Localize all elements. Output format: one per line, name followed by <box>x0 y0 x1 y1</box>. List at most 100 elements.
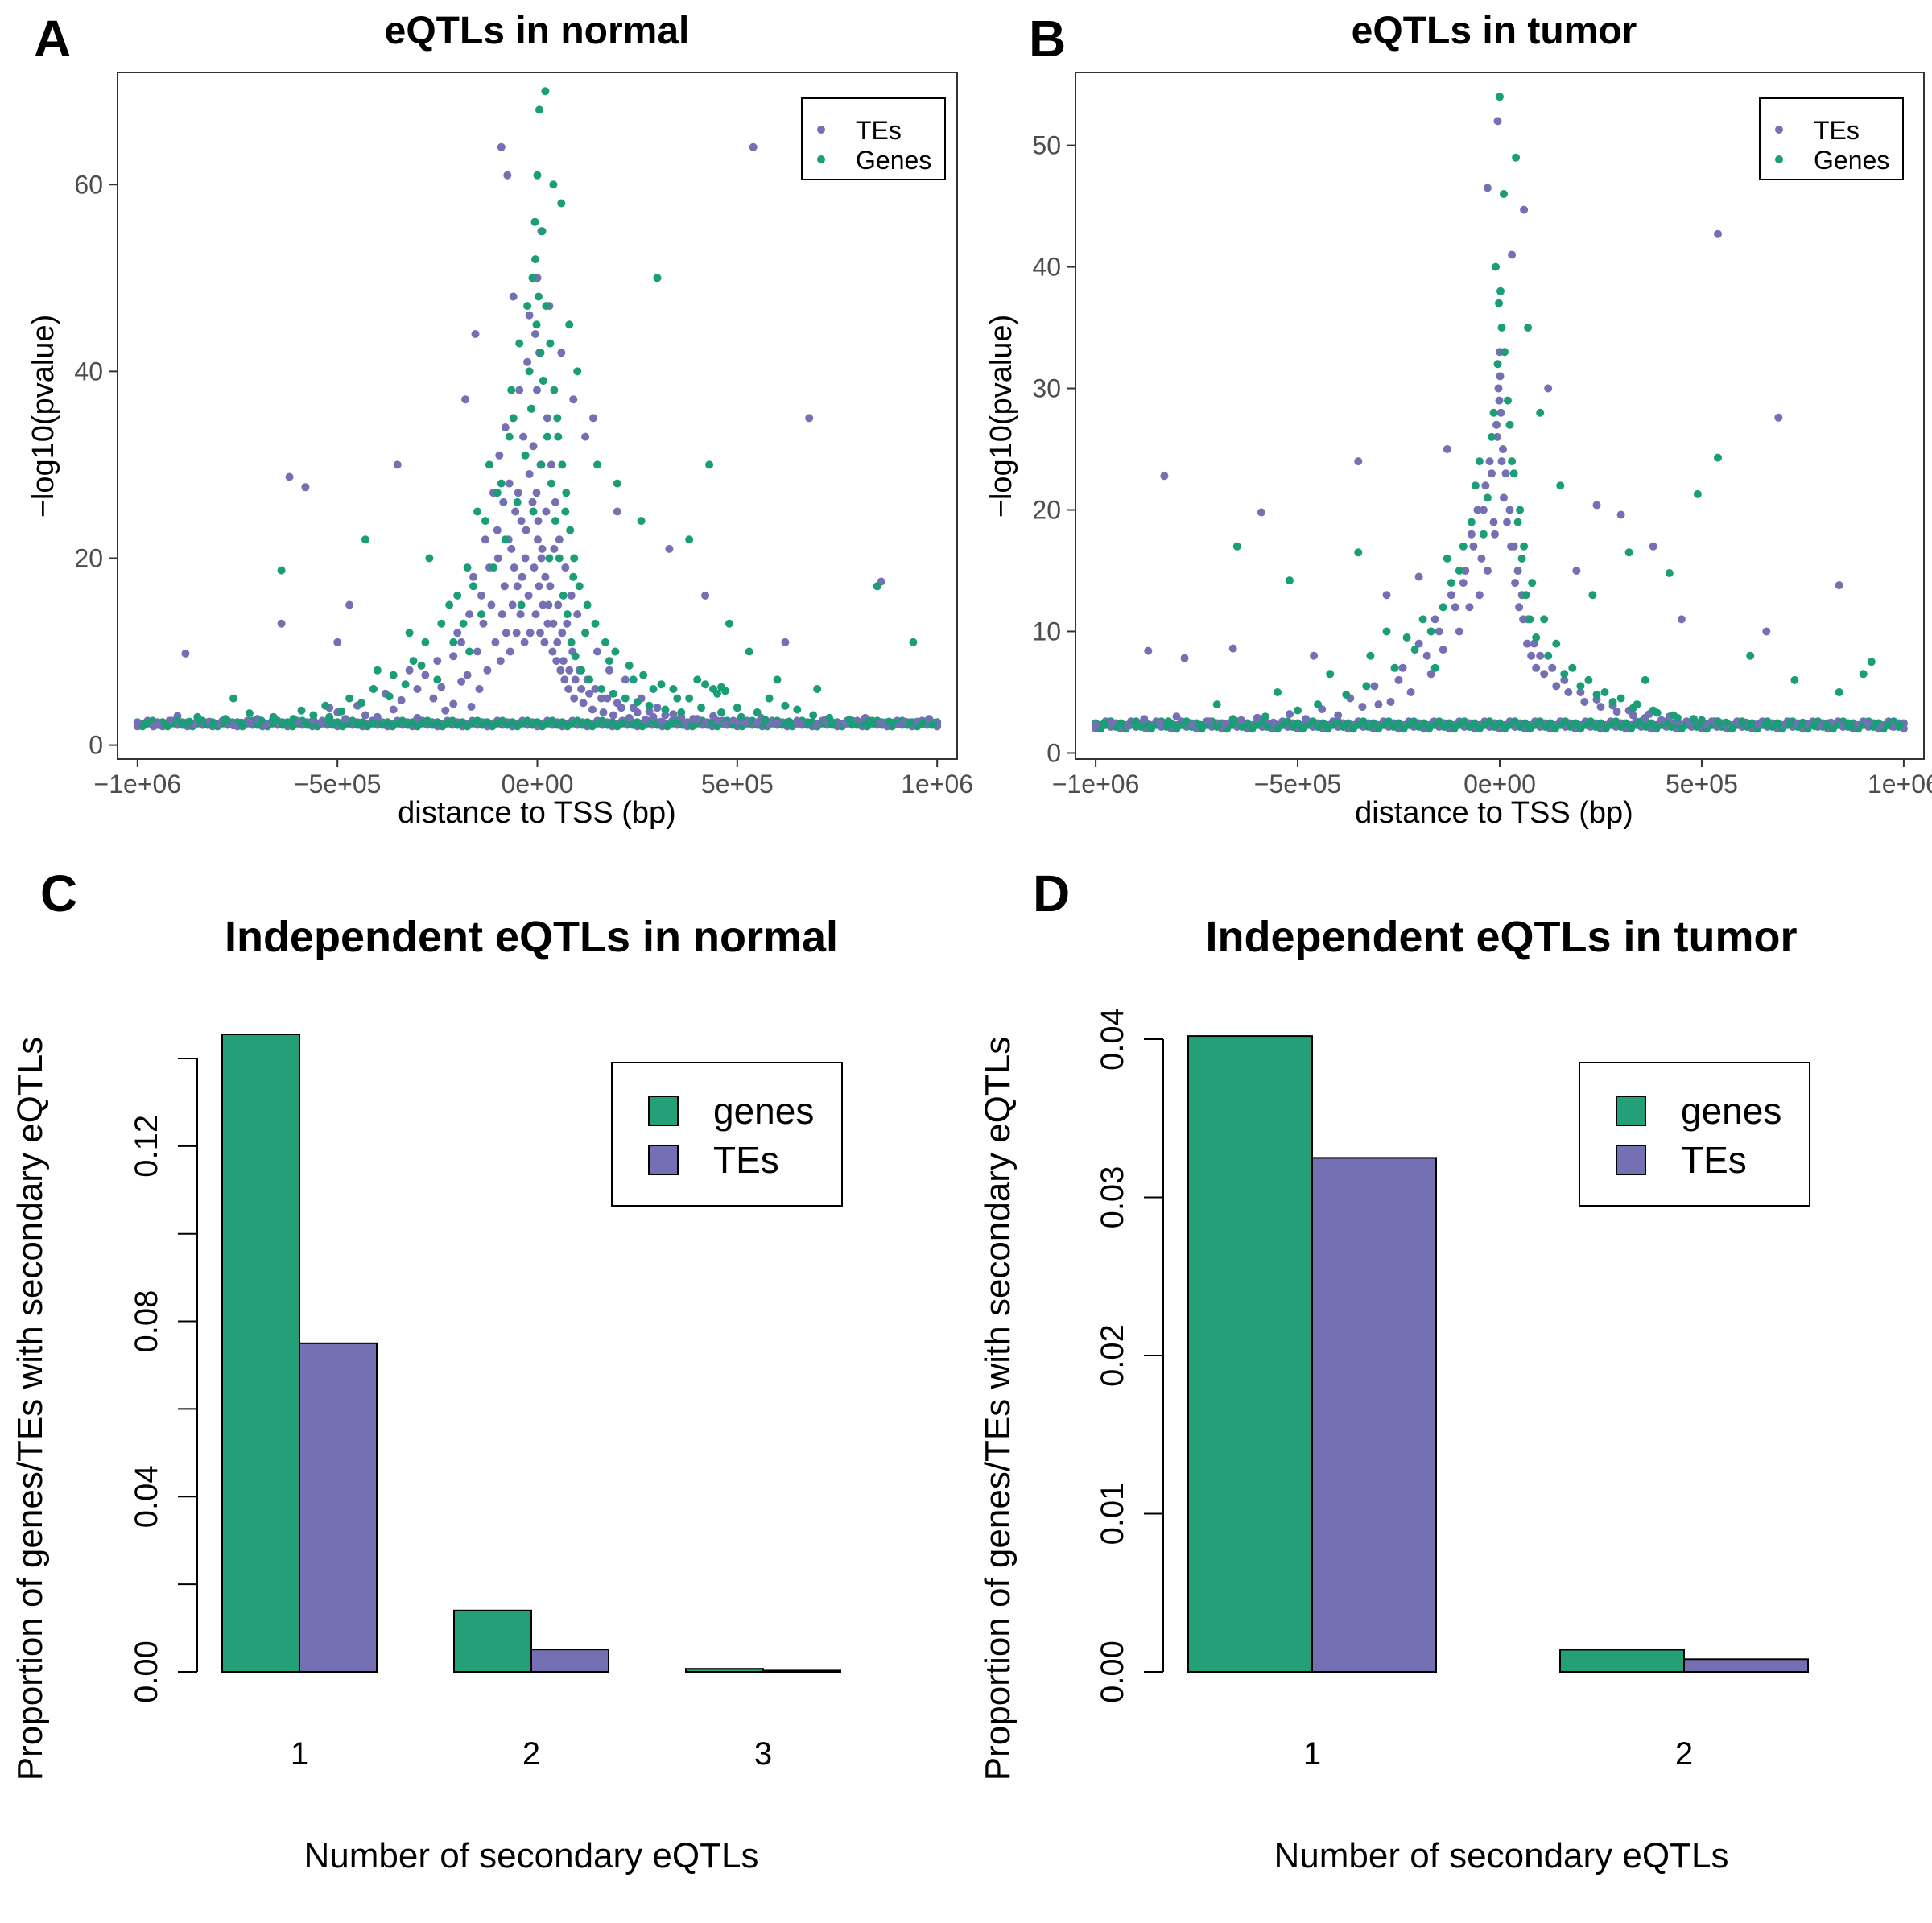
data-point-genes <box>1871 720 1880 728</box>
data-point-genes <box>1500 190 1508 198</box>
data-point-genes <box>1314 700 1323 709</box>
data-point-genes <box>161 720 170 729</box>
data-point-genes <box>737 712 745 721</box>
data-point-genes <box>1647 719 1656 728</box>
data-point-tes <box>467 703 476 711</box>
data-point-tes <box>1477 554 1486 563</box>
data-point-genes <box>1385 717 1393 726</box>
data-point-genes <box>745 647 753 656</box>
data-point-tes <box>531 610 540 619</box>
data-point-genes <box>543 432 551 441</box>
data-point-tes <box>588 705 597 714</box>
data-point-genes <box>1586 717 1595 726</box>
data-point-tes <box>181 649 190 658</box>
data-point-tes <box>1406 688 1415 696</box>
data-point-genes <box>661 705 670 714</box>
data-point-genes <box>1439 603 1447 612</box>
data-point-tes <box>599 708 608 716</box>
data-point-genes <box>613 479 621 488</box>
data-point-genes <box>1714 717 1722 726</box>
data-point-tes <box>1576 688 1585 696</box>
data-point-genes <box>1714 453 1722 462</box>
data-point-tes <box>510 563 518 572</box>
legend: genes TEs <box>611 1062 843 1207</box>
data-point-genes <box>185 717 194 726</box>
data-point-tes <box>133 718 142 727</box>
data-point-tes <box>1398 663 1407 672</box>
data-point-genes <box>1342 691 1351 699</box>
y-tick-label: 0.01 <box>1095 1483 1130 1545</box>
data-point-genes <box>1419 719 1428 728</box>
data-point-tes <box>581 432 590 441</box>
y-tick-label: 50 <box>1032 131 1061 160</box>
data-point-genes <box>245 709 254 718</box>
data-point-tes <box>701 591 710 600</box>
data-point-genes <box>591 619 600 628</box>
legend-genes-label: Genes <box>1814 146 1889 175</box>
data-point-tes <box>741 718 749 727</box>
bar-genes-1 <box>1187 1035 1313 1673</box>
data-point-tes <box>1257 508 1265 517</box>
data-point-genes <box>609 689 617 698</box>
data-point-tes <box>1494 384 1503 393</box>
data-point-genes <box>761 716 770 724</box>
x-axis-title: Number of secondary eQTLs <box>1274 1836 1729 1876</box>
data-point-tes <box>649 712 658 721</box>
axis-ticks: −1e+06 −5e+05 0e+00 5e+05 1e+06 0 10 20 30 40 50 <box>1032 131 1932 798</box>
data-point-genes <box>537 460 546 469</box>
data-point-tes <box>577 685 586 693</box>
data-point-genes <box>237 718 246 727</box>
data-point-tes <box>1496 372 1505 381</box>
x-tick-label: 5e+05 <box>701 770 774 798</box>
data-point-genes <box>554 432 563 441</box>
data-point-genes <box>1390 663 1399 672</box>
data-point-genes <box>531 255 539 264</box>
data-point-tes <box>813 720 822 729</box>
data-point-tes <box>563 619 572 628</box>
data-point-genes <box>545 554 554 563</box>
data-point-tes <box>557 349 566 357</box>
data-point-genes <box>1334 717 1343 726</box>
data-point-tes <box>341 715 350 724</box>
x-tick-label: −5e+05 <box>294 770 382 798</box>
data-point-tes <box>1762 627 1771 636</box>
data-point-tes <box>556 666 565 675</box>
data-point-genes <box>209 719 218 728</box>
data-point-tes <box>1519 615 1528 624</box>
data-point-tes <box>516 610 525 619</box>
data-point-genes <box>583 600 592 609</box>
data-point-tes <box>1754 720 1763 728</box>
data-point-genes <box>1790 675 1799 684</box>
data-point-tes <box>500 582 509 591</box>
data-point-genes <box>473 507 481 516</box>
data-point-genes <box>825 713 834 722</box>
data-point-tes <box>518 572 526 581</box>
x-tick-label: 0e+00 <box>1463 770 1536 798</box>
data-point-tes <box>1140 715 1149 724</box>
data-point-genes <box>1847 722 1856 731</box>
data-point-tes <box>1483 567 1492 575</box>
data-point-tes <box>487 600 496 609</box>
data-point-tes <box>1386 698 1395 706</box>
bar-tes-3 <box>762 1669 841 1673</box>
data-point-genes <box>581 629 590 638</box>
data-points <box>133 87 942 731</box>
data-point-genes <box>917 720 926 729</box>
data-point-genes <box>570 554 579 563</box>
data-point-tes <box>1501 469 1510 478</box>
data-point-genes <box>269 713 278 722</box>
y-tick-label: 20 <box>74 543 103 572</box>
data-point-tes <box>1310 651 1319 660</box>
data-point-genes <box>1489 408 1498 417</box>
data-point-tes <box>669 710 678 719</box>
data-point-tes <box>535 582 543 591</box>
data-point-genes <box>481 517 489 526</box>
data-point-genes <box>541 87 550 96</box>
data-point-tes <box>1188 720 1197 729</box>
data-point-genes <box>1762 720 1771 729</box>
y-tick-label: 20 <box>1032 496 1061 525</box>
data-point-tes <box>689 715 698 724</box>
data-point-genes <box>713 689 721 698</box>
bar-genes-3 <box>685 1668 764 1673</box>
data-point-tes <box>526 629 535 638</box>
